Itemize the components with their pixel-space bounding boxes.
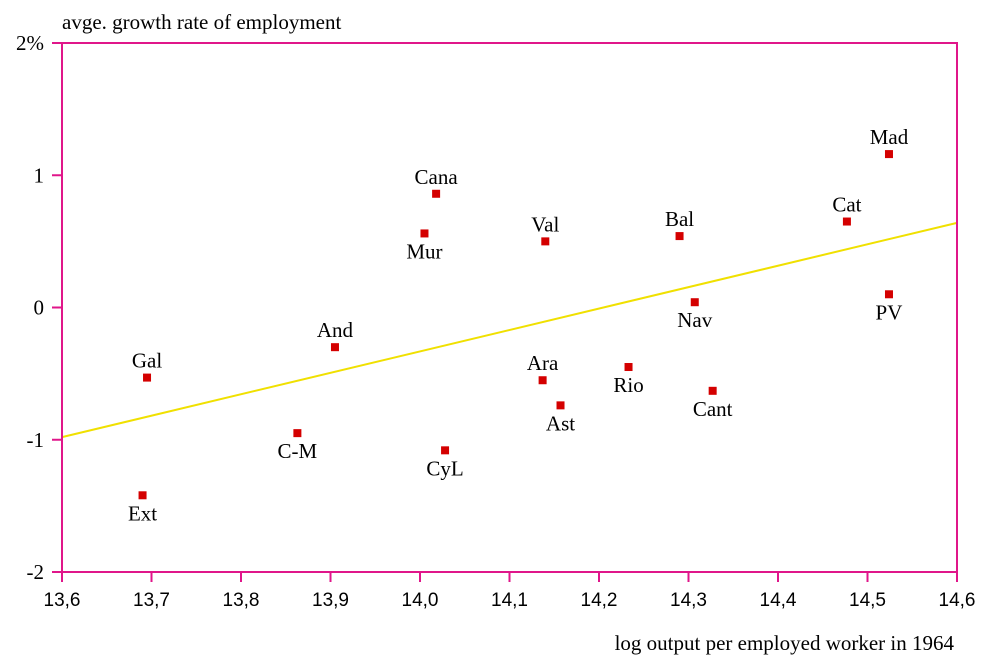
data-point-label: Rio: [613, 373, 643, 397]
data-point-label: Mur: [406, 239, 442, 263]
x-tick-label: 14,1: [491, 590, 528, 611]
data-point-label: Cat: [832, 193, 861, 217]
data-point-and: [330, 343, 339, 352]
x-tick-label: 14,2: [581, 590, 618, 611]
data-point-rio: [624, 363, 633, 372]
data-point-label: C-M: [278, 439, 318, 463]
data-point-pv: [884, 290, 893, 299]
data-point-label: PV: [876, 300, 903, 324]
data-point-label: CyL: [426, 456, 463, 480]
data-point-label: Ast: [546, 411, 575, 435]
data-point-label: Val: [531, 212, 559, 236]
data-point-nav: [690, 298, 699, 307]
data-points: Ext Gal C-M And Mur Cana CyL Val Ara Ast Rio Bal Nav…: [128, 125, 909, 525]
data-point-ext: [138, 491, 147, 500]
x-tick-label: 14,4: [760, 590, 797, 611]
y-axis-ticks: 2% 1 0 -1 -2: [16, 31, 62, 584]
y-tick-label: -1: [27, 428, 45, 452]
data-point-label: Ara: [527, 351, 559, 375]
data-point-bal: [675, 232, 684, 241]
x-axis-label: log output per employed worker in 1964: [615, 631, 955, 655]
data-point-mad: [884, 150, 893, 159]
plot-frame: [61, 42, 958, 573]
y-tick-label: -2: [27, 560, 45, 584]
x-tick-label: 14,3: [670, 590, 707, 611]
data-point-label: Mad: [870, 125, 909, 149]
x-tick-label: 13,7: [133, 590, 170, 611]
data-point-ast: [556, 401, 565, 410]
data-point-label: Nav: [677, 308, 712, 332]
y-tick-label: 0: [34, 296, 45, 320]
data-point-label: Cant: [693, 397, 733, 421]
y-tick-label: 1: [34, 163, 45, 187]
y-tick-label: 2%: [16, 31, 44, 55]
data-point-label: Ext: [128, 501, 157, 525]
x-tick-label: 14,6: [939, 590, 976, 611]
data-point-gal: [143, 373, 152, 382]
x-tick-label: 13,9: [312, 590, 349, 611]
data-point-cana: [432, 189, 441, 198]
data-point-mur: [420, 229, 429, 238]
data-point-label: Bal: [665, 207, 694, 231]
y-axis-label: avge. growth rate of employment: [62, 10, 341, 34]
x-tick-label: 14,0: [402, 590, 439, 611]
x-tick-label: 14,5: [849, 590, 886, 611]
data-point-c-m: [293, 429, 302, 438]
data-point-val: [541, 237, 550, 246]
regression-line: [61, 221, 958, 439]
data-point-cyl: [441, 446, 450, 455]
x-tick-label: 13,8: [223, 590, 260, 611]
x-axis-ticks: 13,6 13,7 13,8 13,9 14,0 14,1 14,2 14,3 14,4 14,5…: [44, 572, 976, 611]
x-tick-label: 13,6: [44, 590, 81, 611]
data-point-label: Cana: [415, 165, 459, 189]
data-point-label: Gal: [132, 349, 162, 373]
data-point-cant: [708, 386, 717, 395]
data-point-label: And: [317, 318, 354, 342]
data-point-ara: [538, 376, 547, 385]
data-point-cat: [842, 217, 851, 226]
fit-line-layer: [61, 221, 958, 439]
